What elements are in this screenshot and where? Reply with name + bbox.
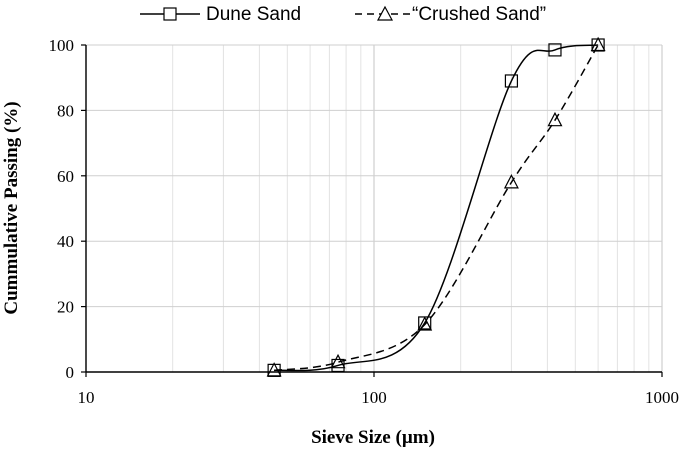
legend-label-crushed-sand: “Crushed Sand” — [412, 4, 546, 25]
x-tick-label: 1000 — [645, 388, 679, 407]
y-tick-label: 40 — [57, 232, 74, 251]
data-point-triangle — [547, 111, 563, 127]
legend-label-dune-sand: Dune Sand — [206, 4, 301, 25]
series-layer — [266, 36, 606, 377]
data-point-triangle — [266, 362, 282, 377]
y-axis-title: Cummulative Passing (%) — [1, 101, 22, 314]
y-tick-label: 0 — [66, 363, 75, 382]
y-tick-label: 60 — [57, 167, 74, 186]
y-tick-label: 100 — [49, 36, 75, 55]
grid — [85, 44, 663, 373]
data-point-triangle — [590, 36, 606, 52]
y-tick-label: 20 — [57, 298, 74, 317]
axes — [81, 44, 663, 377]
y-tick-label: 80 — [57, 101, 74, 120]
data-point-square — [504, 74, 519, 88]
legend-marker-triangle — [376, 5, 394, 21]
data-point-triangle — [417, 316, 433, 331]
x-axis-title: Sieve Size (µm) — [311, 427, 435, 448]
x-tick-label: 10 — [78, 388, 95, 407]
legend: Dune Sand “Crushed Sand” — [140, 4, 546, 25]
data-point-triangle — [330, 353, 346, 369]
tick-labels: 0 20 40 60 80 100 10 100 1000 — [49, 36, 680, 407]
x-tick-label: 100 — [361, 388, 387, 407]
series-line-0 — [274, 44, 599, 372]
data-point-square — [548, 43, 562, 57]
series-line-1 — [274, 44, 599, 372]
data-point-triangle — [503, 174, 519, 189]
legend-marker-square — [163, 7, 177, 21]
